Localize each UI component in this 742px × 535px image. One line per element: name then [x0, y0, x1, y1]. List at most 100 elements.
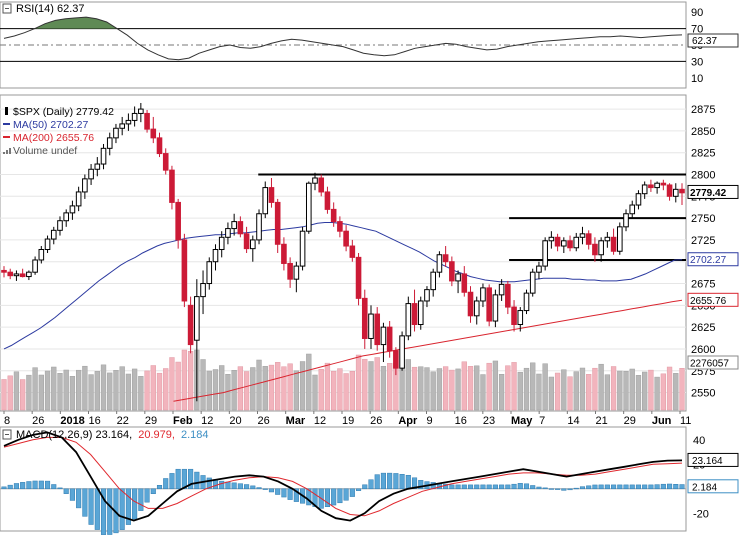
- candle: [561, 237, 567, 253]
- candle-body: [63, 212, 70, 222]
- volume-bar: [113, 370, 119, 411]
- macd-histogram: [1, 468, 685, 535]
- macd-hist-bar: [156, 485, 163, 490]
- legend-entry: Volume undef: [13, 145, 77, 157]
- volume-bar: [212, 369, 219, 411]
- candle: [69, 200, 76, 220]
- candle: [679, 183, 685, 206]
- date-label: 26: [32, 415, 44, 427]
- candle-body: [405, 303, 412, 337]
- macd-hist-bar: [275, 488, 281, 495]
- macd-hist-bar: [629, 484, 635, 490]
- volume-bar: [156, 372, 163, 411]
- volume-bar: [82, 365, 88, 411]
- candle-body: [386, 326, 393, 352]
- volume-bar: [418, 366, 424, 411]
- rsi-value-tag: [687, 33, 739, 48]
- macd-hist-bar: [194, 471, 200, 490]
- candle-body: [318, 177, 325, 193]
- candle-body: [355, 256, 362, 299]
- candle-body: [511, 306, 517, 326]
- candle-body: [125, 119, 132, 125]
- candle-body: [150, 128, 157, 139]
- macd-hist-bar: [63, 488, 69, 494]
- candle-body: [274, 201, 281, 245]
- candle: [399, 331, 405, 371]
- candle-body: [200, 283, 206, 298]
- macd-hist-bar: [393, 473, 399, 490]
- volume-bar: [243, 371, 250, 411]
- volume-bar: [349, 371, 355, 411]
- candle: [411, 289, 418, 332]
- macd-hist-bar: [44, 480, 51, 490]
- candle-body: [293, 265, 300, 280]
- candle: [592, 237, 598, 262]
- legend-volume-icon: [6, 150, 8, 154]
- candle: [368, 305, 374, 349]
- rsi-title: RSI(14) 62.37: [16, 3, 84, 15]
- candle-body: [175, 201, 181, 241]
- legend-candle-icon: [5, 107, 8, 115]
- macd-hist-bar: [611, 484, 617, 490]
- candle: [312, 172, 318, 191]
- price-tag-last: [687, 184, 739, 199]
- volume-bar: [586, 374, 592, 411]
- candle: [511, 300, 517, 332]
- candle-body: [243, 233, 250, 250]
- macd-hist-bar: [306, 488, 312, 506]
- candle: [436, 251, 443, 278]
- macd-hist-bar: [387, 472, 393, 490]
- macd-hist-bar: [219, 480, 225, 490]
- candle: [94, 157, 101, 177]
- resistance-lines: [258, 173, 686, 261]
- price-tag-text-ma50: 2702.27: [690, 255, 727, 266]
- date-label: 22: [117, 415, 129, 427]
- date-label: 21: [596, 415, 608, 427]
- macd-hist-bar: [399, 474, 405, 490]
- macd-hist-bar: [461, 484, 467, 490]
- candle: [57, 216, 63, 236]
- macd-title-signal: 20.979,: [138, 429, 175, 441]
- candle-body: [561, 240, 567, 247]
- macd-hist-bar: [642, 484, 648, 490]
- candle-body: [498, 283, 505, 296]
- candle: [393, 347, 399, 376]
- macd-hist-bar: [312, 488, 318, 507]
- candle: [498, 279, 505, 301]
- macd-tick-label: 40: [693, 435, 705, 447]
- candle: [380, 322, 387, 363]
- candle-body: [94, 163, 101, 170]
- volume-bar: [32, 367, 38, 411]
- volume-bar: [511, 362, 517, 411]
- candle-body: [623, 213, 629, 228]
- candle-body: [654, 182, 660, 189]
- candle: [629, 200, 636, 219]
- volume-bar: [561, 369, 567, 411]
- candle-body: [287, 262, 293, 280]
- volume-bar: [206, 370, 212, 411]
- candle-body: [206, 261, 213, 285]
- macd-tag-macd: [687, 452, 739, 467]
- candle-body: [330, 208, 337, 223]
- macd-hist-bar: [324, 488, 330, 507]
- price-panel: 2875285028252800277527502725270026752650…: [0, 94, 739, 412]
- macd-hist-bar: [88, 488, 94, 525]
- macd-tag-text-hist: 2.184: [692, 482, 717, 493]
- candle: [604, 232, 611, 248]
- volume-bar: [461, 361, 467, 411]
- date-label: 12: [201, 415, 213, 427]
- candle: [287, 257, 293, 288]
- macd-title-hist: 2.184: [181, 429, 209, 441]
- candle-body: [380, 326, 387, 346]
- price-tag-text-volume: 2276057: [690, 359, 729, 370]
- candle: [1, 266, 7, 278]
- macd-hist-bar: [617, 484, 623, 490]
- candle-body: [57, 220, 63, 231]
- candle: [585, 230, 592, 250]
- price-tick-label: 2550: [691, 388, 715, 400]
- volume-bar: [548, 376, 555, 411]
- volume-bar: [424, 367, 430, 411]
- candle-body: [505, 283, 511, 308]
- volume-bar: [480, 374, 486, 411]
- candle-body: [343, 230, 349, 247]
